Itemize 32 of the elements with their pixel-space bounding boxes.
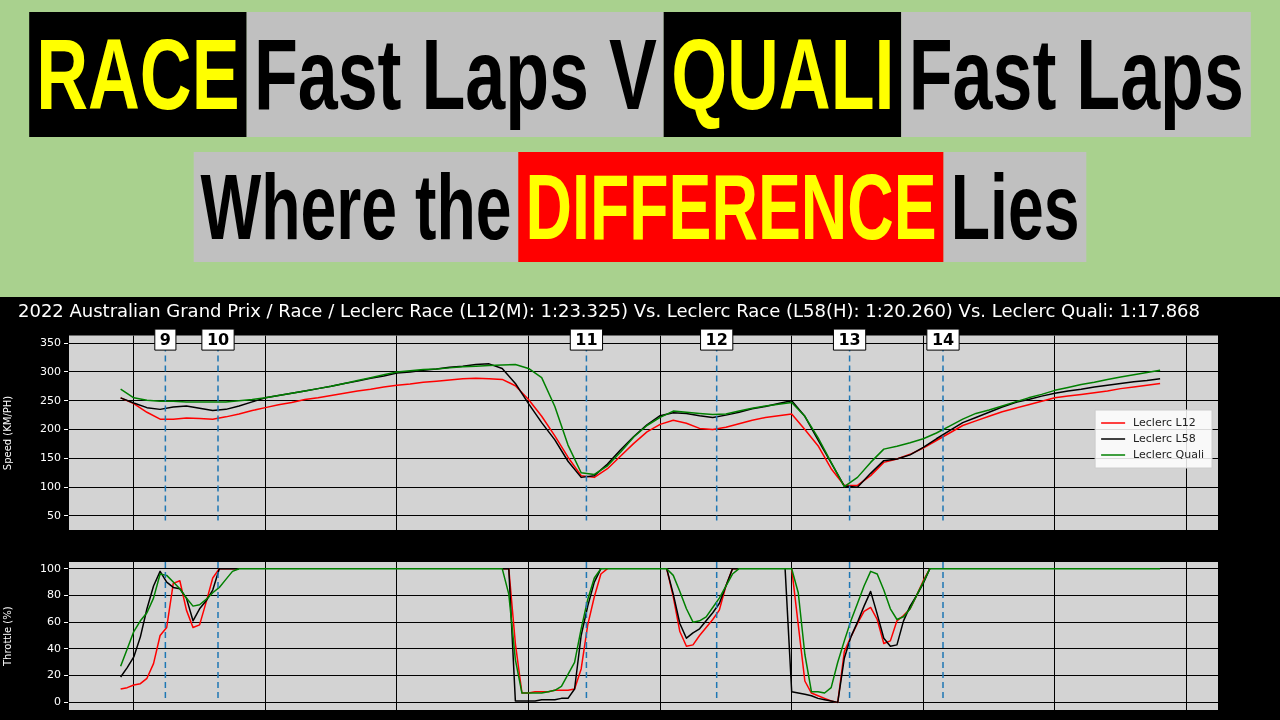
annotation: 11 [575,329,598,349]
legend-label: Leclerc L58 [1133,431,1196,445]
y-tick-label: 60 [47,615,61,629]
y-tick-label: 80 [47,588,61,602]
y-tick-label: 40 [47,641,61,655]
text: Fast Laps V [246,12,664,137]
text: QUALI [663,12,902,137]
y-axis-title: Throttle (%) [1,606,13,668]
y-tick-label: 350 [40,335,61,349]
annotation: 14 [931,329,955,349]
y-tick-label: 0 [54,695,61,709]
text: DIFFERENCE [518,152,944,262]
annotation: 10 [206,329,230,349]
chart-title: 2022 Australian Grand Prix / Race / Leclerc Race (L12(M): 1:23.325) Vs. Leclerc Race (L58(H): 1:20.260) Vs. Leclerc Quali: 1:17.868 [17,300,1201,322]
y-axis-title: Speed (KM/PH) [1,395,13,471]
y-tick-label: 250 [40,393,61,407]
annotation: 9 [159,329,171,349]
y-tick-label: 100 [40,561,61,575]
text: RACE [29,12,247,137]
legend-label: Leclerc Quali [1133,447,1205,461]
annotation: 13 [838,329,861,349]
text: Lies [943,152,1087,262]
text: Where the [193,152,519,262]
text: Fast Laps [901,12,1251,137]
y-tick-label: 200 [40,422,61,436]
y-tick-label: 150 [40,451,61,465]
legend-label: Leclerc L12 [1133,415,1196,429]
annotation: 12 [705,329,728,349]
y-tick-label: 20 [47,668,61,682]
y-tick-label: 300 [40,364,61,378]
y-tick-label: 100 [40,480,61,494]
y-tick-label: 50 [47,508,61,522]
